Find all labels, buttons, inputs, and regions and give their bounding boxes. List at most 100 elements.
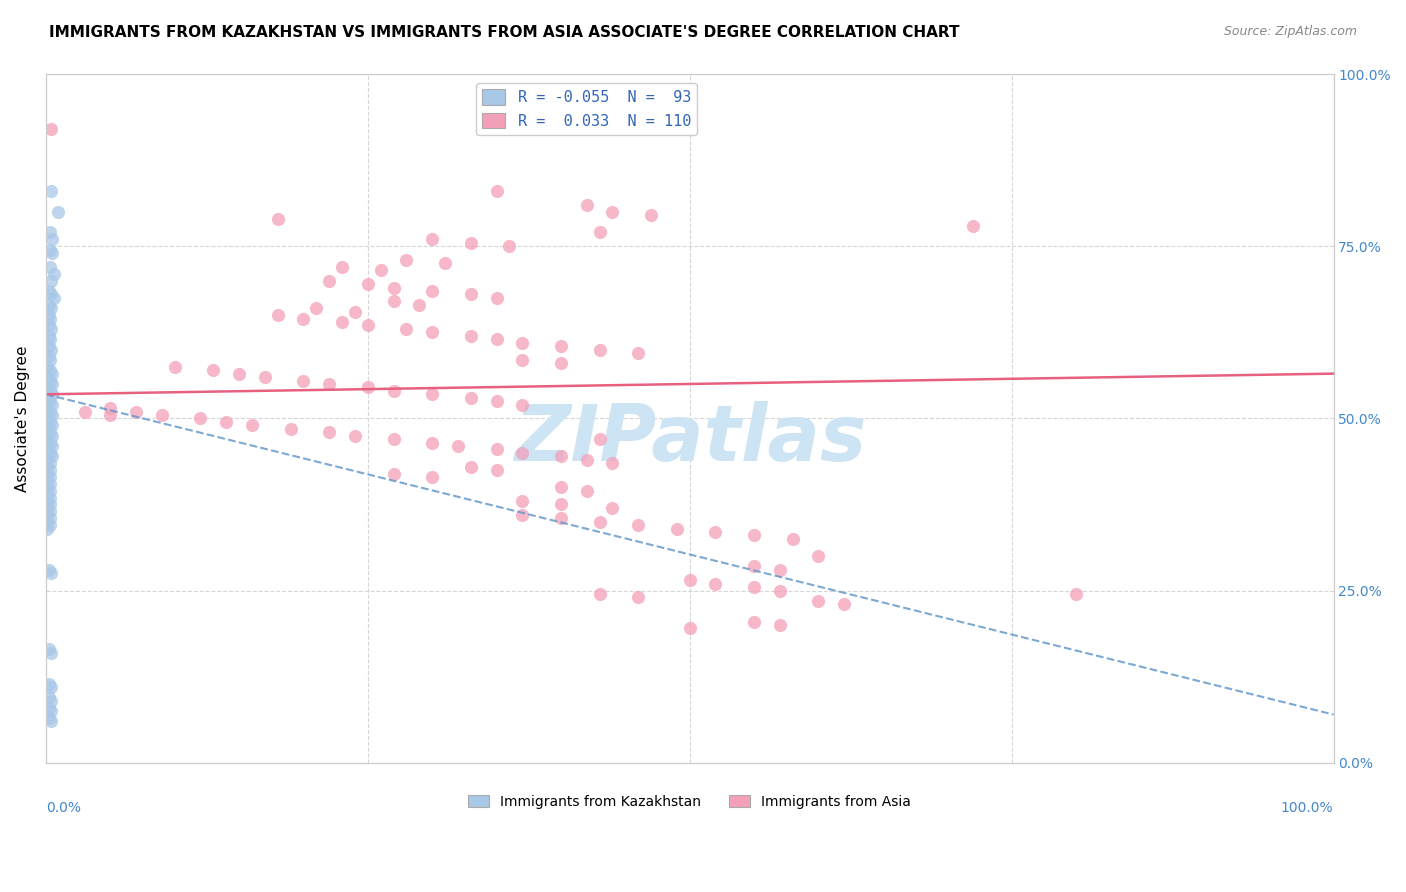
Point (228, 367, 250, 381)
Point (357, 380, 380, 394)
Point (39, 566, 62, 581)
Point (38, 470, 60, 484)
Point (38, 260, 60, 274)
Point (485, 291, 508, 305)
Point (39, 714, 62, 729)
Point (41, 246, 63, 260)
Point (37, 459, 59, 474)
Point (37, 370, 59, 384)
Point (37, 442, 59, 457)
Point (42, 291, 65, 305)
Point (37, 467, 59, 481)
Point (37, 480, 59, 494)
Point (38, 642, 60, 657)
Point (408, 298, 430, 312)
Point (37, 494, 59, 508)
Point (38, 518, 60, 533)
Point (41, 450, 63, 464)
Point (330, 260, 353, 274)
Point (41, 408, 63, 422)
Point (38, 308, 60, 322)
Point (420, 284, 443, 298)
Point (357, 277, 380, 291)
Point (38, 476, 60, 491)
Point (330, 315, 353, 329)
Point (382, 384, 405, 398)
Point (202, 363, 225, 377)
Point (370, 263, 392, 277)
Point (550, 511, 572, 525)
Point (73, 404, 96, 418)
Point (627, 591, 650, 605)
Point (550, 450, 572, 464)
Point (38, 404, 60, 418)
Point (37, 422, 59, 436)
Point (420, 435, 443, 450)
Point (38, 504, 60, 518)
Point (38, 415, 60, 429)
Point (588, 343, 610, 357)
Point (38, 425, 60, 440)
Point (512, 352, 534, 367)
Text: IMMIGRANTS FROM KAZAKHSTAN VS IMMIGRANTS FROM ASIA ASSOCIATE'S DEGREE CORRELATIO: IMMIGRANTS FROM KAZAKHSTAN VS IMMIGRANTS… (49, 25, 960, 40)
Point (602, 456, 624, 470)
Point (665, 522, 688, 536)
Point (41, 398, 63, 412)
Point (627, 346, 650, 360)
Point (38, 700, 60, 714)
Point (305, 301, 328, 316)
Text: 0.0%: 0.0% (46, 801, 82, 814)
Point (37, 411, 59, 425)
Point (37, 515, 59, 529)
Point (39, 322, 62, 336)
Point (460, 459, 482, 474)
Point (382, 294, 405, 309)
Point (38, 332, 60, 346)
Point (512, 508, 534, 522)
Point (37, 432, 59, 446)
Point (318, 376, 340, 391)
Text: 100.0%: 100.0% (1281, 801, 1333, 814)
Text: Source: ZipAtlas.com: Source: ZipAtlas.com (1223, 25, 1357, 38)
Point (640, 208, 662, 222)
Point (485, 332, 508, 346)
Point (41, 232, 63, 246)
Point (267, 308, 290, 322)
Point (292, 311, 315, 326)
Point (150, 408, 173, 422)
Point (512, 494, 534, 508)
Point (38, 483, 60, 498)
Point (38, 394, 60, 409)
Point (588, 226, 610, 240)
Point (512, 398, 534, 412)
Point (38, 311, 60, 326)
Point (39, 646, 62, 660)
Point (37, 391, 59, 405)
Point (37, 359, 59, 374)
Point (343, 304, 366, 318)
Point (395, 252, 418, 267)
Point (420, 387, 443, 401)
Point (38, 284, 60, 298)
Point (460, 235, 482, 250)
Point (39, 122, 62, 136)
Point (742, 615, 765, 629)
Point (1064, 587, 1087, 601)
Point (420, 470, 443, 484)
Point (807, 549, 830, 563)
Point (704, 576, 727, 591)
Point (38, 328, 60, 343)
Point (280, 422, 302, 436)
Point (41, 376, 63, 391)
Point (41, 439, 63, 453)
Point (41, 418, 63, 433)
Point (588, 515, 610, 529)
Text: ZIPatlas: ZIPatlas (513, 401, 866, 477)
Point (292, 374, 315, 388)
Point (434, 256, 457, 270)
Point (742, 528, 765, 542)
Point (253, 370, 276, 384)
Point (318, 425, 340, 440)
Point (742, 580, 765, 594)
Point (679, 574, 702, 588)
